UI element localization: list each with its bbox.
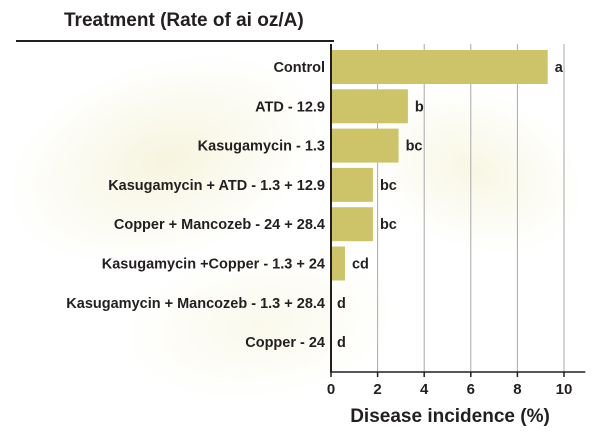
significance-letter: cd: [352, 257, 369, 273]
bar: [331, 207, 373, 242]
bar: [331, 167, 373, 202]
tick-label: 10: [556, 381, 573, 398]
category-label: Copper + Mancozeb - 24 + 28.4: [114, 217, 325, 233]
tick-label: 4: [420, 381, 429, 398]
treatment-header: Treatment (Rate of ai oz/A): [64, 10, 304, 31]
significance-letter: bc: [380, 178, 397, 194]
category-label: Copper - 24: [245, 335, 325, 351]
bar: [331, 50, 548, 84]
significance-letter: d: [337, 296, 346, 312]
tick-label: 0: [327, 381, 335, 398]
bar: [331, 89, 408, 124]
x-axis-label: Disease incidence (%): [350, 406, 550, 427]
category-label: ATD - 12.9: [255, 99, 325, 115]
significance-letter: bc: [406, 139, 423, 155]
tick-label: 2: [373, 381, 381, 398]
significance-letter: a: [555, 60, 564, 76]
significance-letter: bc: [380, 217, 397, 233]
significance-letter: d: [337, 335, 346, 351]
header-rule: [16, 40, 334, 42]
category-label: Control: [273, 60, 325, 76]
bar: [331, 128, 399, 163]
tick-label: 6: [467, 381, 475, 398]
tick-label: 8: [513, 381, 521, 398]
category-label: Kasugamycin + Mancozeb - 1.3 + 28.4: [66, 296, 325, 312]
category-label: Kasugamycin +Copper - 1.3 + 24: [102, 257, 325, 273]
category-label: Kasugamycin + ATD - 1.3 + 12.9: [108, 178, 325, 194]
significance-letter: b: [415, 99, 424, 115]
bar: [331, 246, 345, 281]
category-label: Kasugamycin - 1.3: [198, 139, 325, 155]
